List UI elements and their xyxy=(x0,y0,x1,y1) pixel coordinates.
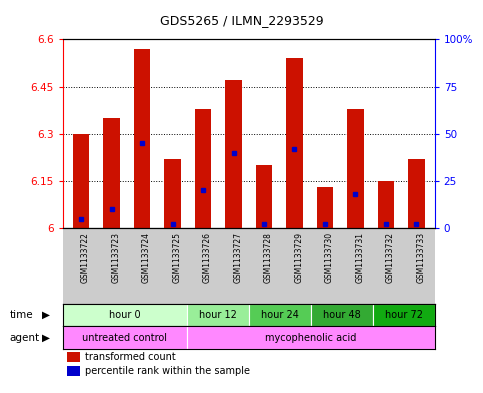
Text: GSM1133728: GSM1133728 xyxy=(264,232,273,283)
Bar xyxy=(67,352,80,362)
Text: mycophenolic acid: mycophenolic acid xyxy=(265,332,356,343)
Bar xyxy=(225,80,242,228)
Text: GSM1133731: GSM1133731 xyxy=(355,232,365,283)
Bar xyxy=(134,49,150,228)
Text: hour 72: hour 72 xyxy=(384,310,423,320)
Bar xyxy=(347,108,364,228)
Bar xyxy=(408,159,425,228)
Bar xyxy=(256,165,272,228)
Text: hour 48: hour 48 xyxy=(323,310,361,320)
Bar xyxy=(63,326,187,349)
Text: GDS5265 / ILMN_2293529: GDS5265 / ILMN_2293529 xyxy=(160,15,323,28)
Text: GSM1133722: GSM1133722 xyxy=(81,232,90,283)
Text: GSM1133724: GSM1133724 xyxy=(142,232,151,283)
Bar xyxy=(373,304,435,326)
Text: hour 12: hour 12 xyxy=(199,310,237,320)
Bar xyxy=(63,304,187,326)
Bar xyxy=(67,366,80,376)
Text: GSM1133729: GSM1133729 xyxy=(295,232,303,283)
Text: agent: agent xyxy=(10,332,40,343)
Bar xyxy=(73,134,89,228)
Text: time: time xyxy=(10,310,33,320)
Text: GSM1133730: GSM1133730 xyxy=(325,232,334,283)
Text: GSM1133732: GSM1133732 xyxy=(386,232,395,283)
Text: ▶: ▶ xyxy=(42,332,50,343)
Text: GSM1133725: GSM1133725 xyxy=(172,232,182,283)
Text: hour 24: hour 24 xyxy=(261,310,298,320)
Bar xyxy=(187,304,249,326)
Bar xyxy=(187,326,435,349)
Bar xyxy=(378,181,394,228)
Text: untreated control: untreated control xyxy=(82,332,167,343)
Bar xyxy=(195,108,212,228)
Bar xyxy=(316,187,333,228)
Bar xyxy=(103,118,120,228)
Text: GSM1133727: GSM1133727 xyxy=(233,232,242,283)
Bar xyxy=(286,58,303,228)
Text: GSM1133726: GSM1133726 xyxy=(203,232,212,283)
Bar xyxy=(164,159,181,228)
Text: GSM1133733: GSM1133733 xyxy=(416,232,426,283)
Text: hour 0: hour 0 xyxy=(109,310,141,320)
Text: percentile rank within the sample: percentile rank within the sample xyxy=(85,366,250,376)
Text: ▶: ▶ xyxy=(42,310,50,320)
Bar xyxy=(311,304,373,326)
Text: transformed count: transformed count xyxy=(85,352,176,362)
Bar xyxy=(249,304,311,326)
Text: GSM1133723: GSM1133723 xyxy=(112,232,121,283)
